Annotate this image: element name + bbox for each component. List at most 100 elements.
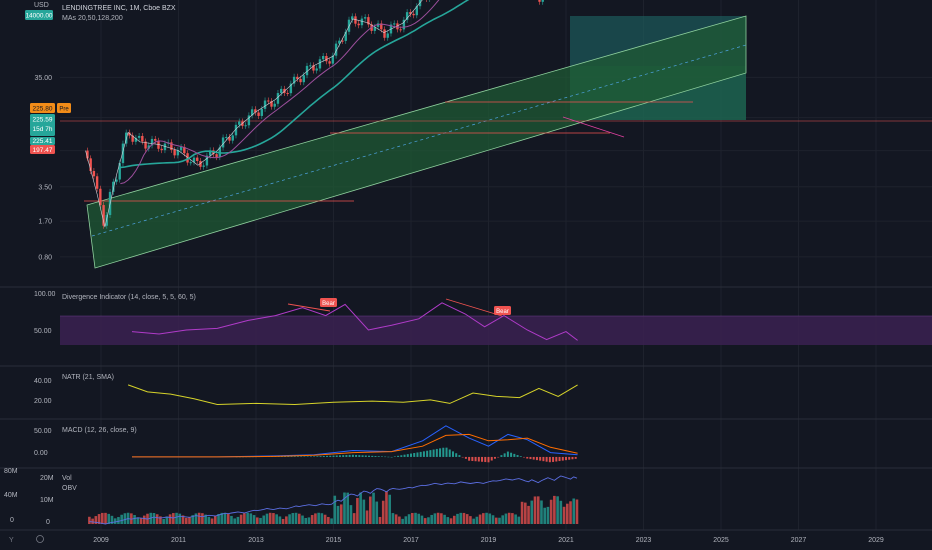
volume-bar-up xyxy=(288,514,291,524)
candle-up xyxy=(192,157,196,163)
div-tick-100: 100.00 xyxy=(34,291,56,298)
symbol-title[interactable]: LENDINGTREE INC, 1M, Cboe BZX xyxy=(62,5,176,12)
volume-bar-up xyxy=(359,492,362,524)
natr-pane-label[interactable]: NATR (21, SMA) xyxy=(62,374,114,381)
volume-bar-up xyxy=(333,495,337,524)
moving-averages-label[interactable]: MAs 20,50,128,200 xyxy=(62,15,123,22)
volume-bar-down xyxy=(239,514,243,524)
volume-bar-up xyxy=(136,517,140,524)
candle-up xyxy=(202,165,205,167)
volume-bar-up xyxy=(133,514,136,524)
volume-bar-up xyxy=(223,512,227,524)
volume-bar-down xyxy=(507,512,511,524)
candle-up xyxy=(124,132,128,144)
volume-bar-down xyxy=(410,512,414,524)
volume-bar-down xyxy=(440,513,443,524)
candle-down xyxy=(183,146,186,154)
low-value-tag-bg xyxy=(30,145,55,154)
top-price-tag-bg xyxy=(25,10,53,20)
price-tick-label: 1.70 xyxy=(38,219,52,226)
volume-bar-up xyxy=(404,516,408,524)
volume-bar-down xyxy=(527,505,530,524)
macd-pane-label[interactable]: MACD (12, 26, close, 9) xyxy=(62,427,137,434)
candle-down xyxy=(538,0,541,2)
volume-bar-down xyxy=(243,513,246,524)
macd-histogram-bar xyxy=(451,451,454,457)
volume-bar-down xyxy=(536,496,540,524)
macd-histogram-bar xyxy=(316,456,319,457)
candle-down xyxy=(396,23,399,30)
macd-histogram-bar xyxy=(574,456,577,459)
bear-label-1-bg xyxy=(320,298,337,307)
candle-down xyxy=(257,112,260,116)
macd-histogram-bar xyxy=(384,456,387,458)
candle-down xyxy=(228,136,231,141)
volume-bar-down xyxy=(356,497,359,524)
volume-bar-up xyxy=(252,515,256,524)
candle-up xyxy=(137,135,141,138)
bear-label-1: Bear xyxy=(322,301,335,307)
vol-pane-label[interactable]: Vol xyxy=(62,475,72,482)
macd-histogram-bar xyxy=(432,449,435,457)
y-axis-toggle-icon[interactable]: Y xyxy=(9,537,14,544)
currency-label: USD xyxy=(34,2,49,9)
time-axis[interactable]: 2009 2011 2013 2015 2017 2019 2021 2023 2025 2027… xyxy=(93,537,884,544)
macd-histogram-bar xyxy=(338,455,341,457)
volume-bar-up xyxy=(349,505,353,524)
volume-bar-down xyxy=(394,514,398,524)
divergence-pane-label[interactable]: Divergence Indicator (14, close, 5, 5, 6… xyxy=(62,294,196,301)
macd-histogram-bar xyxy=(484,456,487,463)
ascending-channel[interactable] xyxy=(86,15,747,269)
candle-up xyxy=(234,124,238,136)
candle-down xyxy=(299,78,302,83)
natr-line xyxy=(127,384,578,406)
macd-histogram-bar xyxy=(358,455,361,457)
volume-bar-down xyxy=(385,491,388,524)
candle-down xyxy=(412,13,415,16)
candle-down xyxy=(241,121,244,126)
candle-down xyxy=(354,16,357,24)
candle-down xyxy=(92,170,96,177)
volume-bar-up xyxy=(572,498,576,524)
volume-bar-down xyxy=(449,518,453,524)
volume-bar-up xyxy=(456,513,459,524)
bear-divergence-line-1 xyxy=(287,303,331,312)
candle-down xyxy=(215,154,218,158)
macd-histogram-bar xyxy=(332,455,335,457)
settings-circle-icon[interactable] xyxy=(36,535,44,543)
volume-bar-up xyxy=(275,514,278,524)
macd-histogram-bar xyxy=(413,453,416,457)
volume-bar-down xyxy=(378,516,382,524)
trend-line-down[interactable] xyxy=(562,116,625,138)
volume-bar-down xyxy=(339,504,343,524)
volume-bar-up xyxy=(491,515,495,524)
volume-bar-down xyxy=(310,515,314,524)
candle-down xyxy=(325,56,328,62)
macd-histogram-bar xyxy=(419,451,422,457)
volume-bar-down xyxy=(91,518,94,524)
volume-bar-up xyxy=(346,492,350,524)
macd-histogram-bar xyxy=(477,456,480,462)
macd-tick-50: 50.00 xyxy=(34,428,52,435)
volume-bar-down xyxy=(436,512,440,524)
macd-histogram-bar xyxy=(435,448,438,457)
candle-down xyxy=(99,188,102,206)
obv-pane-label[interactable]: OBV xyxy=(62,485,77,492)
volume-bar-up xyxy=(530,500,534,524)
candle-down xyxy=(312,65,315,71)
candle-up xyxy=(405,12,409,20)
volume-bar-down xyxy=(168,514,172,524)
volume-bar-down xyxy=(352,513,356,524)
candle-up xyxy=(363,17,367,19)
candle-up xyxy=(189,162,192,164)
candle-up xyxy=(250,109,254,116)
macd-histogram-bar xyxy=(355,454,358,457)
candle-down xyxy=(367,17,370,25)
volume-bar-up xyxy=(113,518,117,524)
volume-bar-down xyxy=(452,515,456,524)
volume-bar-up xyxy=(230,515,233,524)
volume-bar-up xyxy=(265,513,269,524)
time-tick-label: 2009 xyxy=(93,537,109,544)
volume-bar-up xyxy=(433,513,437,524)
